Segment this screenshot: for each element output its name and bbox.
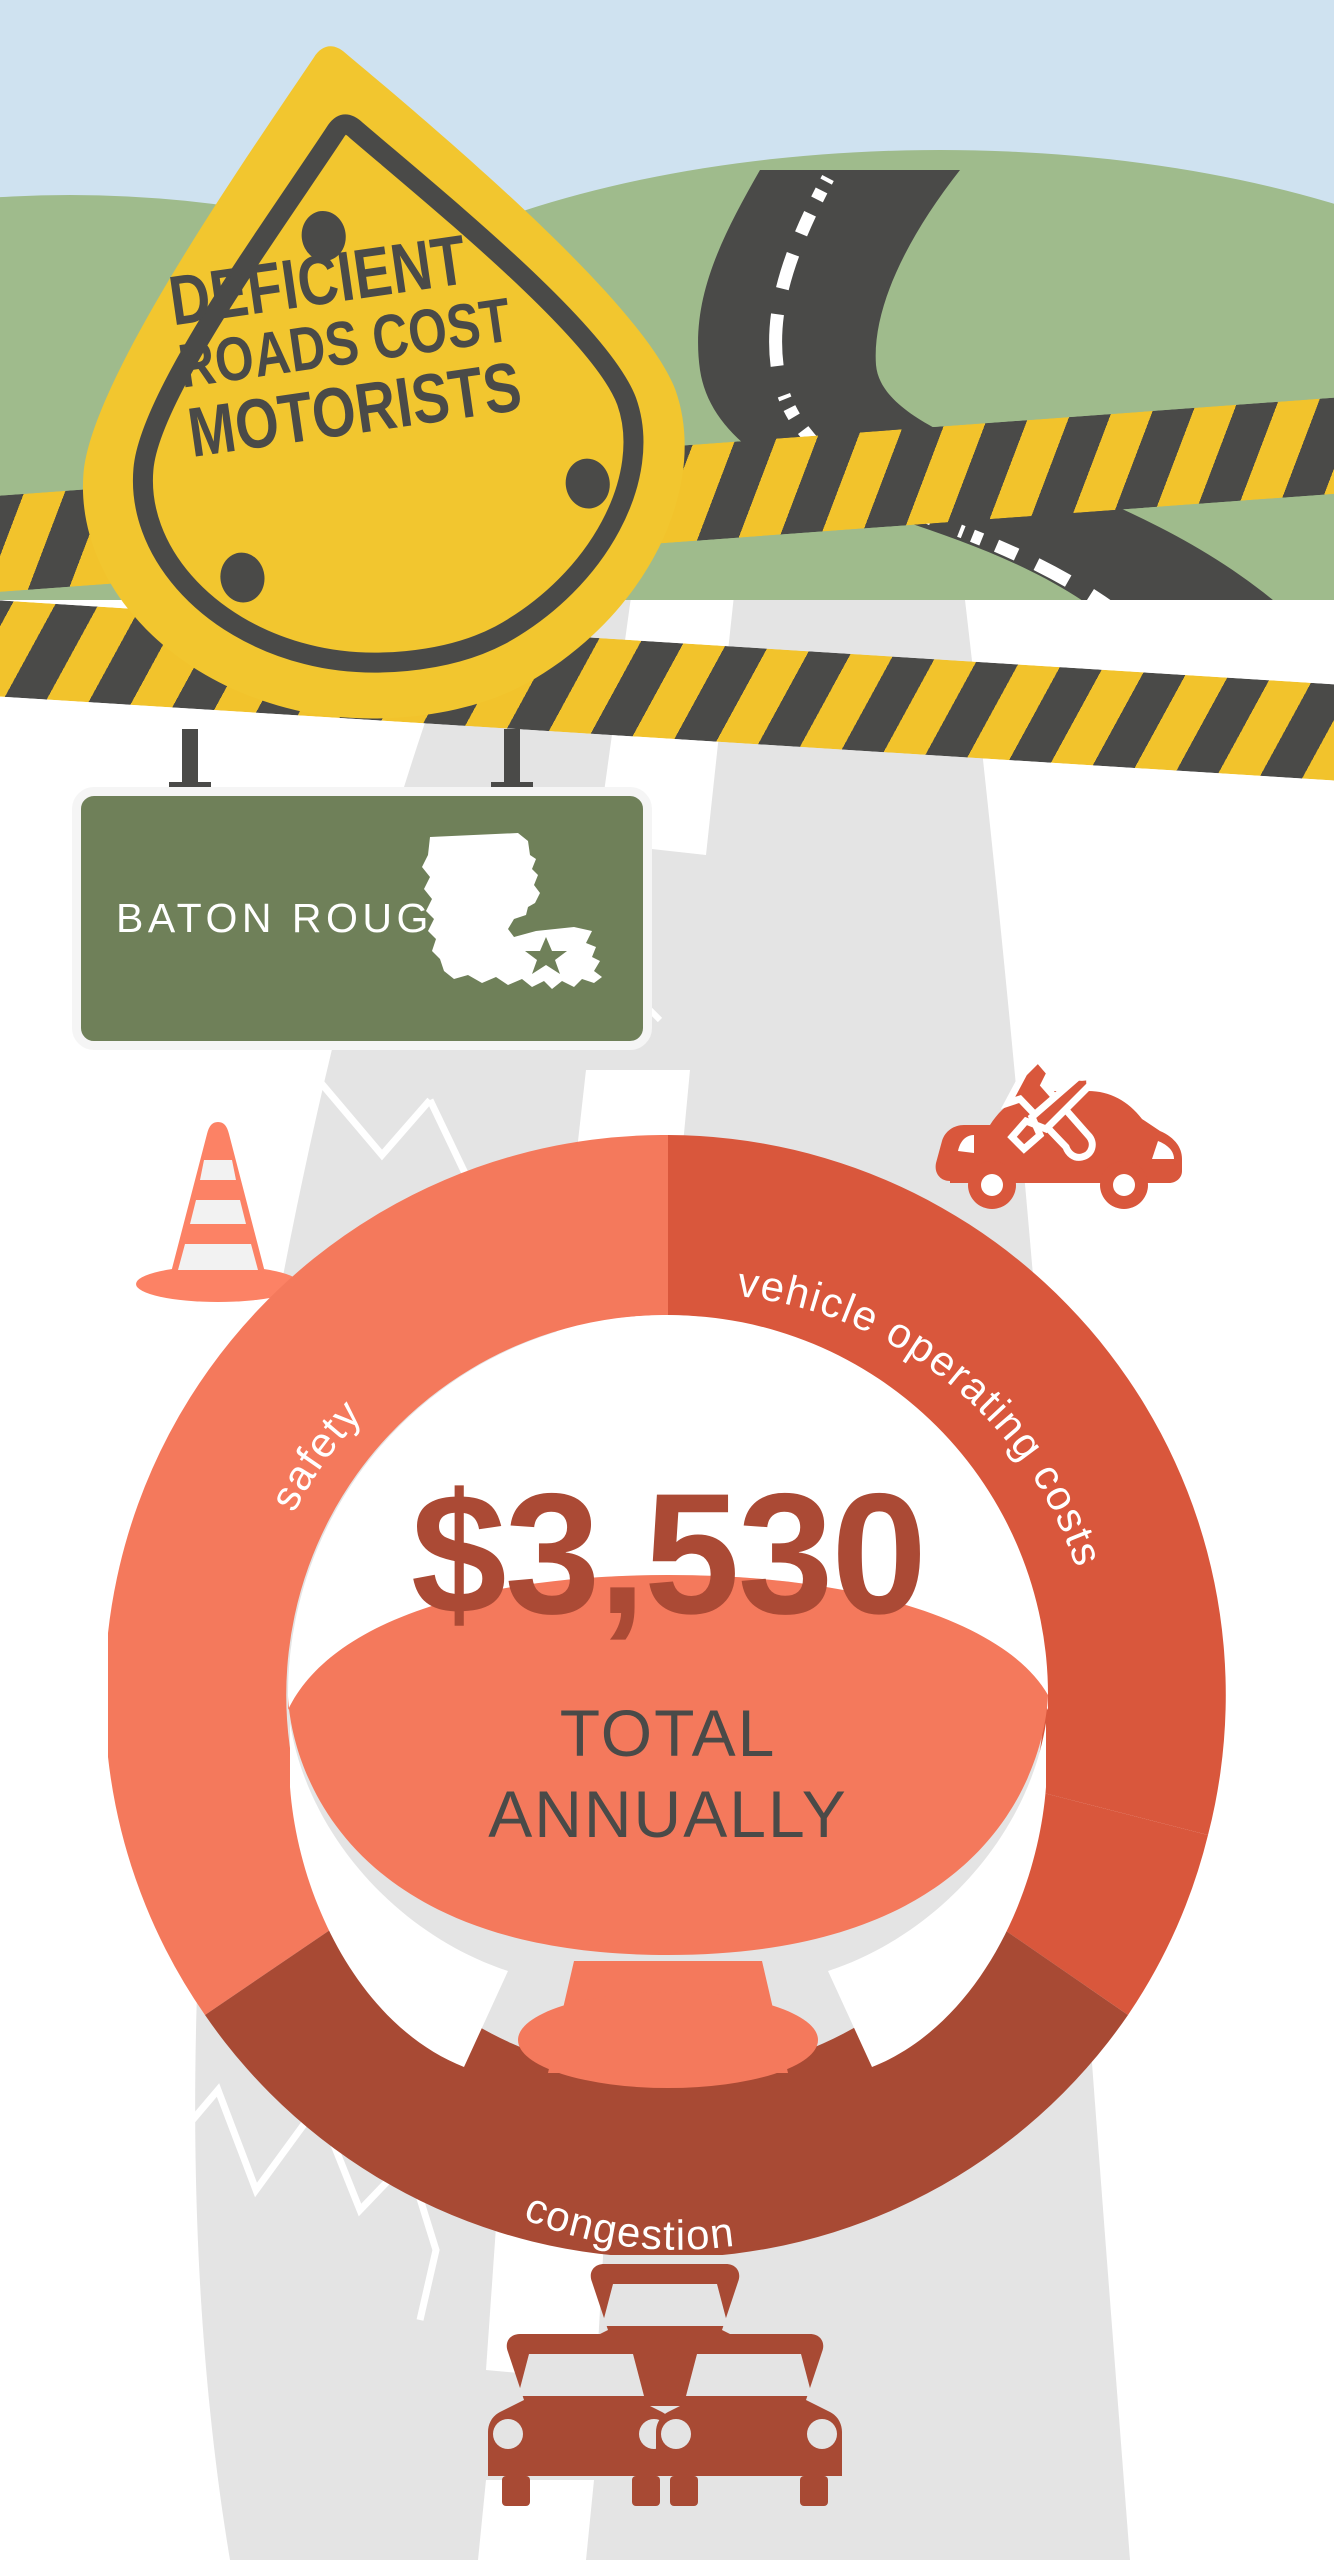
deficient-roads-warning-sign: DEFICIENT ROADS COST MOTORISTS bbox=[10, 10, 770, 770]
segment-voc-bottom bbox=[980, 1790, 1208, 2015]
sign-post-right bbox=[491, 729, 533, 795]
segment-safety bbox=[108, 1135, 668, 2015]
warning-sign-shape bbox=[82, 46, 685, 719]
sign-post-left bbox=[169, 729, 211, 795]
total-line-1: TOTAL bbox=[559, 1696, 777, 1770]
traffic-cars-icon bbox=[488, 2264, 842, 2506]
segment-voc-top bbox=[668, 1135, 1226, 1835]
total-line-2: ANNUALLY bbox=[488, 1776, 848, 1851]
traffic-cone-icon bbox=[136, 1122, 300, 1302]
wheel-hub-and-spokes bbox=[288, 1315, 1048, 2088]
louisiana-state-map-icon bbox=[422, 833, 602, 989]
city-name-label: BATON ROUGE bbox=[116, 895, 465, 941]
city-sign-board bbox=[72, 787, 652, 1050]
cost-breakdown-steering-wheel: safety vehicle operating costs congestio… bbox=[108, 1135, 1228, 2255]
car-repair-icon bbox=[935, 1055, 1182, 1209]
total-annually-label: TOTAL ANNUALLY bbox=[108, 1693, 1228, 1854]
steering-wheel-chart: safety vehicle operating costs congestio… bbox=[108, 1135, 1226, 2255]
total-amount-value: $3,530 bbox=[410, 1458, 927, 1650]
baton-rouge-city-sign: BATON ROUGE bbox=[72, 729, 652, 1050]
